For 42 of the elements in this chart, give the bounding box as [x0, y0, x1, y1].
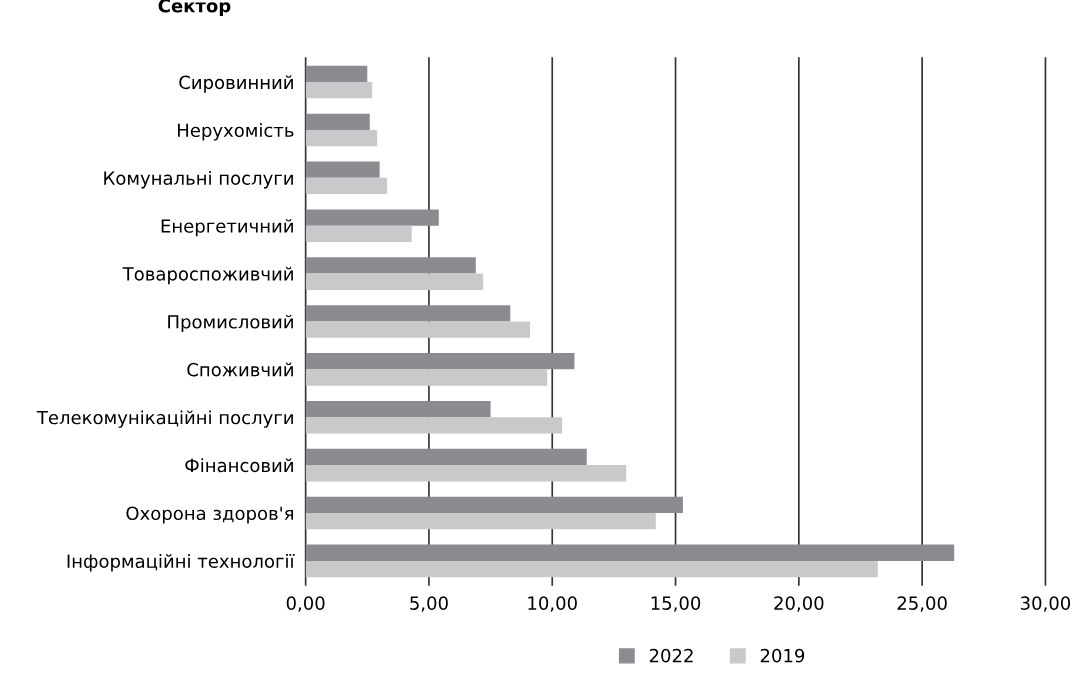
x-tick-label: 25,00 — [897, 596, 947, 612]
x-tick-label: 20,00 — [774, 596, 824, 612]
y-tick-label: Телекомунікаційні послуги — [36, 410, 293, 428]
y-tick-label: Енергетичний — [161, 218, 293, 237]
x-tick-label: 0,00 — [286, 596, 325, 612]
bar — [305, 321, 531, 338]
bar — [305, 496, 683, 513]
bar — [305, 417, 563, 434]
bar — [305, 560, 878, 578]
bar — [305, 113, 370, 130]
bar — [305, 400, 491, 418]
bar — [305, 353, 575, 370]
bar — [305, 82, 373, 99]
bar — [305, 65, 368, 83]
bar — [305, 465, 627, 482]
bar — [305, 305, 511, 322]
x-tick-label: 10,00 — [528, 596, 577, 612]
bar — [305, 129, 378, 147]
y-tick-label: Споживчий — [187, 362, 293, 377]
y-tick-label: Комунальні послуги — [104, 170, 293, 189]
bar — [305, 161, 380, 178]
x-tick-label: 30,00 — [1020, 596, 1071, 612]
y-tick-label: Інформаційні технології — [67, 554, 295, 572]
y-tick-label: Сировинний — [179, 75, 293, 93]
bar — [305, 209, 439, 226]
x-tick-label: 5,00 — [410, 596, 448, 612]
bar — [305, 257, 476, 274]
y-tick-label: Охорона здоров'я — [126, 506, 293, 524]
y-tick-label: Товароспоживчий — [122, 266, 293, 285]
bar — [305, 273, 484, 290]
bar — [305, 177, 388, 195]
legend-label: 2019 — [760, 648, 805, 663]
y-tick-label: Фінансовий — [185, 458, 293, 473]
bar — [305, 544, 955, 561]
legend-label: 2022 — [649, 648, 693, 663]
bar — [305, 448, 587, 466]
bar — [305, 369, 548, 386]
bar — [305, 225, 412, 242]
bar — [305, 513, 656, 530]
y-tick-label: Промисловий — [168, 314, 293, 333]
y-tick-label: Нерухомість — [178, 123, 294, 141]
x-tick-label: 15,00 — [651, 596, 701, 612]
